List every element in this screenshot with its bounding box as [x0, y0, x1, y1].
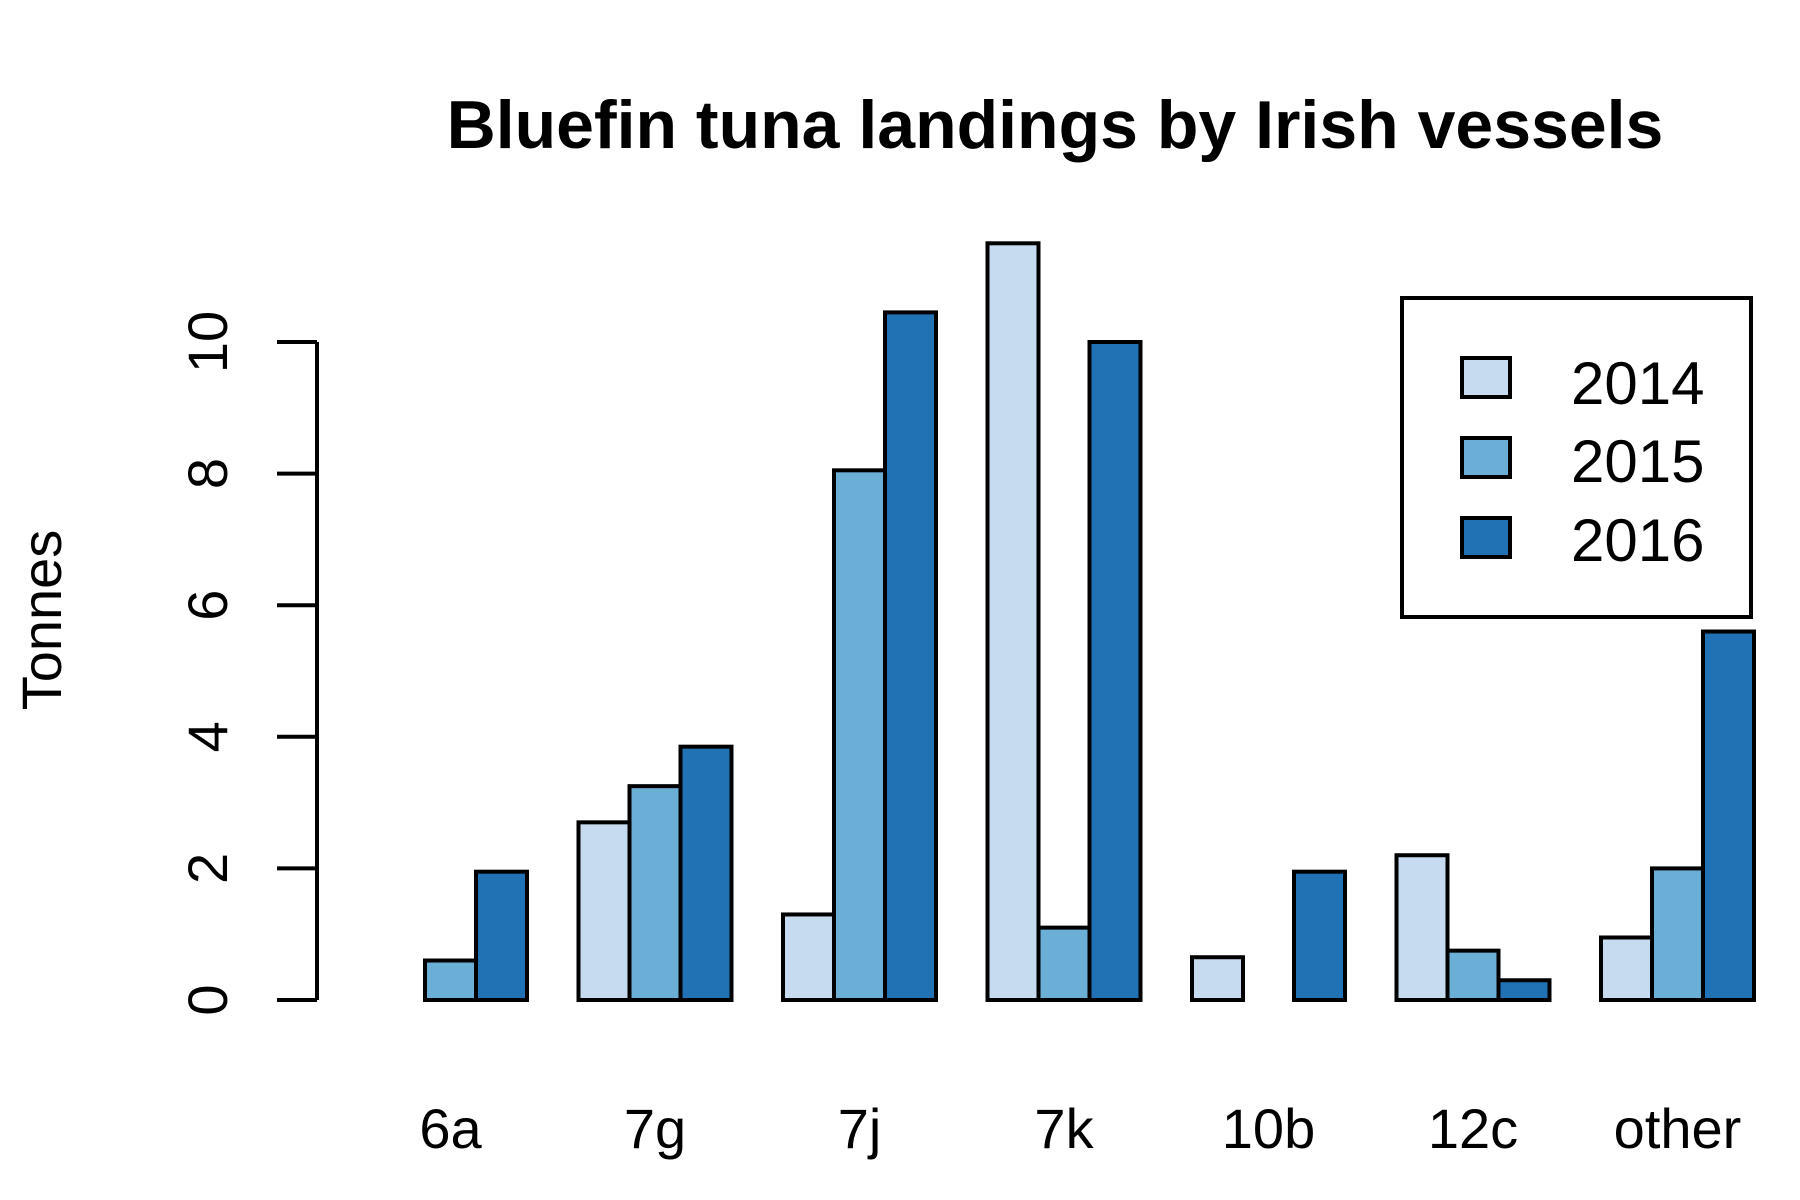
bar-7j-2016 — [883, 310, 938, 1002]
x-tick-label: other — [1614, 1097, 1742, 1160]
bar-12c-2016 — [1496, 978, 1552, 1003]
bar-12c-2014 — [1394, 853, 1450, 1002]
y-tick-label: 10 — [176, 311, 239, 373]
x-tick-label: 6a — [419, 1097, 482, 1160]
bar-7g-2014 — [576, 820, 632, 1003]
legend-label-2016: 2016 — [1571, 507, 1704, 574]
bar-6a-2016 — [474, 869, 529, 1002]
y-tick-label: 8 — [176, 458, 239, 489]
x-tick-label: 10b — [1222, 1097, 1315, 1160]
bar-10b-2016 — [1292, 869, 1347, 1002]
bar-10b-2014 — [1190, 955, 1245, 1002]
legend-label-2015: 2015 — [1571, 428, 1704, 495]
legend-swatch-2014 — [1460, 356, 1512, 399]
y-tick-label: 4 — [176, 721, 239, 752]
legend-label-2014: 2014 — [1571, 350, 1704, 417]
bar-7k-2016 — [1087, 340, 1143, 1002]
x-tick-label: 7g — [624, 1097, 686, 1160]
bar-12c-2015 — [1445, 948, 1501, 1003]
legend-swatch-2015 — [1460, 436, 1512, 479]
bar-7g-2015 — [627, 784, 683, 1003]
y-tick-label: 2 — [176, 853, 239, 884]
legend-swatch-2016 — [1460, 516, 1512, 559]
bar-7k-2015 — [1036, 925, 1092, 1002]
legend: 2014 2015 2016 — [1400, 296, 1753, 619]
bar-6a-2015 — [423, 958, 478, 1003]
y-tick-label: 0 — [176, 984, 239, 1015]
y-axis-label: Tonnes — [10, 530, 73, 711]
y-axis: 0 2 4 6 8 10 — [176, 311, 319, 1016]
bars — [423, 241, 1756, 1003]
bar-7j-2014 — [781, 912, 836, 1003]
bar-7k-2014 — [985, 241, 1041, 1003]
bar-7g-2016 — [678, 744, 734, 1002]
x-tick-label: 7j — [838, 1097, 882, 1160]
bar-other-2015 — [1650, 866, 1705, 1003]
bar-other-2014 — [1599, 935, 1654, 1002]
bar-other-2016 — [1701, 629, 1756, 1003]
chart-title: Bluefin tuna landings by Irish vessels — [447, 87, 1664, 163]
x-tick-label: 7k — [1034, 1097, 1094, 1160]
y-tick-label: 6 — [176, 590, 239, 621]
bar-7j-2015 — [832, 468, 887, 1002]
x-tick-label: 12c — [1428, 1097, 1518, 1160]
legend-box — [1400, 296, 1753, 619]
x-axis-tick-labels: 6a 7g 7j 7k 10b 12c other — [419, 1097, 1741, 1160]
